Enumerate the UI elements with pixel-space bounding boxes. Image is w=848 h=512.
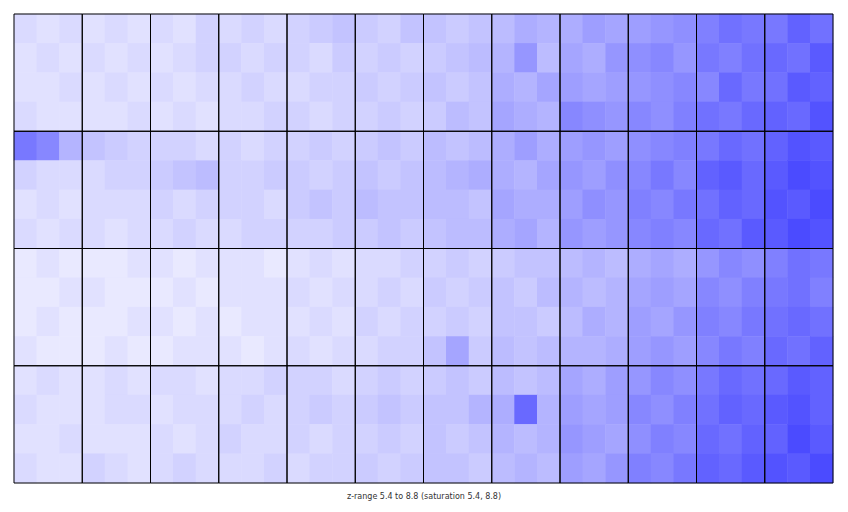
svg-text:z-range 5.4 to 8.8 (saturation: z-range 5.4 to 8.8 (saturation 5.4, 8.8) — [347, 492, 501, 501]
